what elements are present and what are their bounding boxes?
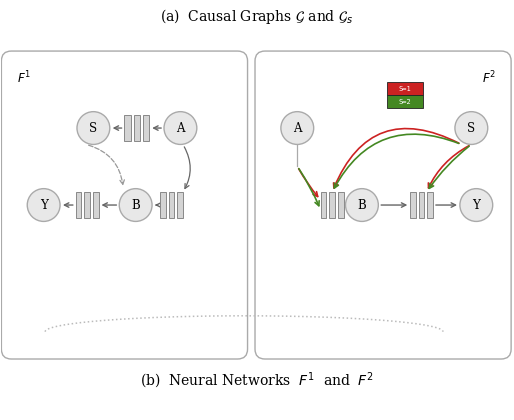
FancyBboxPatch shape <box>329 192 335 218</box>
Text: S=1: S=1 <box>398 86 411 92</box>
Text: A: A <box>176 121 185 134</box>
Text: S: S <box>89 121 98 134</box>
Text: (b)  Neural Networks  $F^1$  and  $F^2$: (b) Neural Networks $F^1$ and $F^2$ <box>140 371 374 391</box>
Circle shape <box>164 112 197 144</box>
FancyBboxPatch shape <box>169 192 174 218</box>
FancyBboxPatch shape <box>76 192 81 218</box>
FancyBboxPatch shape <box>387 82 423 95</box>
FancyBboxPatch shape <box>410 192 416 218</box>
FancyBboxPatch shape <box>419 192 425 218</box>
Text: $F^1$: $F^1$ <box>17 70 31 87</box>
Text: S=2: S=2 <box>398 99 411 105</box>
Circle shape <box>281 112 314 144</box>
Circle shape <box>345 189 378 221</box>
FancyBboxPatch shape <box>93 192 99 218</box>
FancyBboxPatch shape <box>177 192 183 218</box>
Text: Y: Y <box>472 199 480 212</box>
Text: B: B <box>358 199 366 212</box>
Text: B: B <box>131 199 140 212</box>
FancyBboxPatch shape <box>321 192 326 218</box>
Text: Y: Y <box>40 199 48 212</box>
Text: (a)  Causal Graphs $\mathcal{G}$ and $\mathcal{G}_s$: (a) Causal Graphs $\mathcal{G}$ and $\ma… <box>160 7 354 26</box>
Circle shape <box>77 112 110 144</box>
Text: $F^2$: $F^2$ <box>482 70 496 87</box>
FancyBboxPatch shape <box>387 95 423 108</box>
Circle shape <box>27 189 60 221</box>
Text: S: S <box>467 121 475 134</box>
Circle shape <box>119 189 152 221</box>
FancyBboxPatch shape <box>160 192 166 218</box>
FancyBboxPatch shape <box>134 115 140 141</box>
FancyBboxPatch shape <box>124 115 131 141</box>
Circle shape <box>455 112 488 144</box>
FancyBboxPatch shape <box>427 192 433 218</box>
FancyBboxPatch shape <box>338 192 343 218</box>
Text: A: A <box>293 121 302 134</box>
Circle shape <box>460 189 493 221</box>
FancyBboxPatch shape <box>143 115 150 141</box>
FancyBboxPatch shape <box>84 192 90 218</box>
